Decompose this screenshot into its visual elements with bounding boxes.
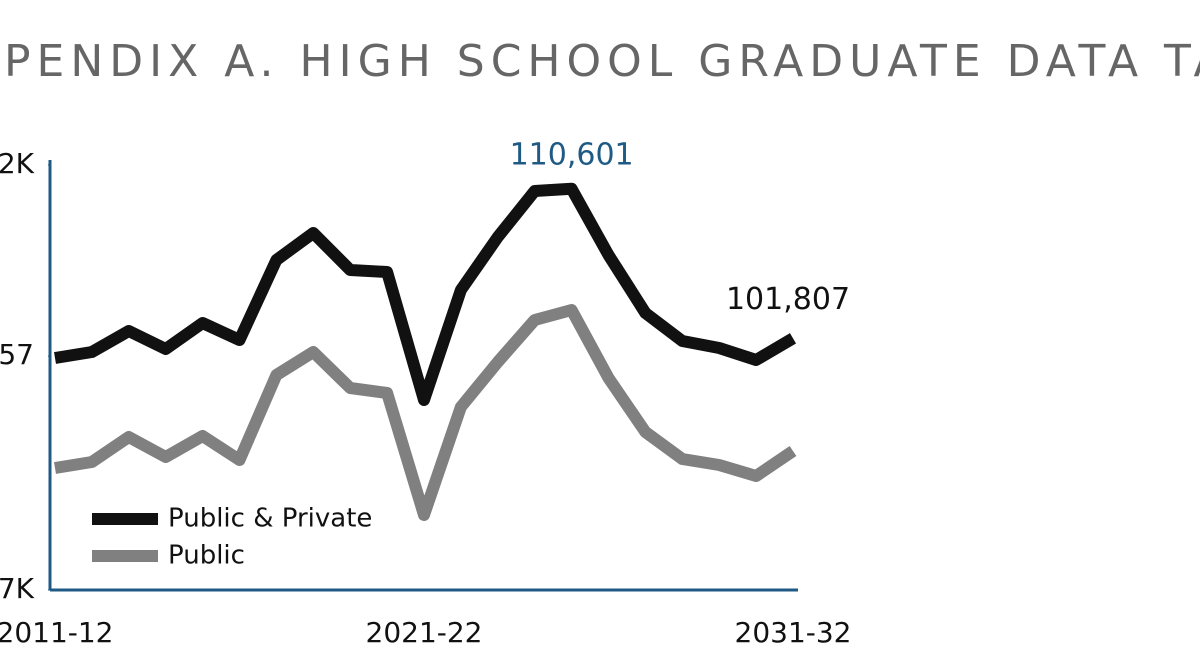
legend-label: Public & Private <box>168 504 372 534</box>
series-line <box>54 182 797 407</box>
chart-title: PENDIX A. HIGH SCHOOL GRADUATE DATA TAB <box>4 36 1200 87</box>
x-tick-label: 2031-32 <box>735 616 852 649</box>
y-tick-label: 7K <box>0 572 35 605</box>
legend-label: Public <box>168 541 245 571</box>
y-tick-label: 2K <box>0 147 35 180</box>
series-line <box>54 303 797 521</box>
y-tick-label: 57 <box>0 338 34 371</box>
x-tick-label: 2011-12 <box>0 616 114 649</box>
data-label: 110,601 <box>510 137 634 172</box>
data-label: 101,807 <box>726 282 850 317</box>
x-tick-label: 2021-22 <box>366 616 483 649</box>
